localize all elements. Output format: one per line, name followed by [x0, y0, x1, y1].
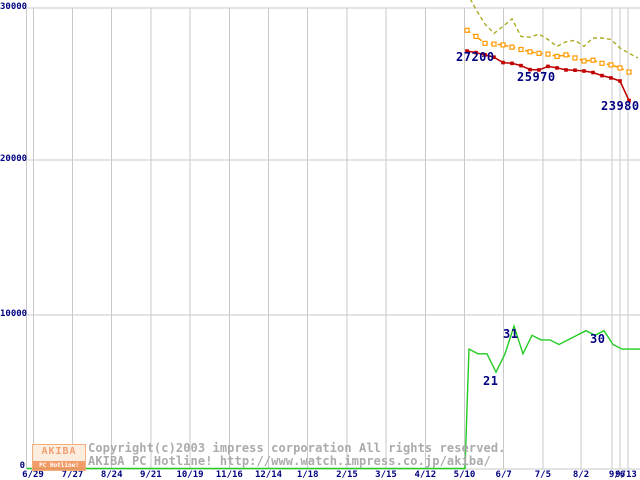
- y-axis-tick-30000: 30000: [0, 2, 28, 12]
- shops-end-label: 30: [590, 332, 606, 346]
- x-axis-tick-7-27: 7/27: [61, 470, 84, 480]
- middle-dashed-price-line-marker: [581, 58, 587, 64]
- price-end-label: 23980: [601, 99, 640, 113]
- shops-peak-label: 31: [503, 327, 519, 341]
- middle-dashed-price-line-marker: [554, 53, 560, 60]
- lowest-price-line-marker: [537, 68, 541, 72]
- x-axis-tick-9-13: 9/13: [615, 470, 637, 480]
- middle-dashed-price-line-marker: [491, 41, 497, 47]
- lowest-price-line-marker: [474, 50, 478, 55]
- middle-dashed-price-line-marker: [464, 27, 470, 33]
- middle-dashed-price-line-marker: [590, 57, 596, 63]
- lowest-price-line-marker: [483, 53, 487, 57]
- middle-dashed-price-line-marker: [563, 52, 569, 58]
- site-url-line: AKIBA PC Hotline! http://www.watch.impre…: [88, 454, 491, 468]
- x-axis-tick-1-18: 1/18: [296, 470, 319, 480]
- shop-count-line: [26, 323, 640, 470]
- lowest-price-line-marker: [492, 55, 496, 59]
- middle-dashed-price-line-marker: [473, 33, 479, 40]
- y-axis-tick-0: 0: [19, 461, 25, 471]
- x-axis-tick-4-12: 4/12: [414, 470, 437, 480]
- middle-dashed-price-line-marker: [500, 42, 506, 48]
- lowest-price-line-marker: [600, 73, 604, 78]
- x-axis-tick-8-2: 8/2: [572, 470, 590, 480]
- lowest-price-line-marker: [618, 79, 622, 83]
- lowest-price-line-marker: [582, 69, 586, 73]
- lowest-price-line-marker: [573, 68, 577, 73]
- lowest-price-line-marker: [510, 61, 514, 66]
- x-axis-tick-7-5: 7/5: [534, 470, 552, 480]
- x-axis-tick-11-16: 11/16: [215, 470, 243, 480]
- price-start-label: 27200: [456, 50, 495, 64]
- middle-dashed-price-line-marker: [536, 50, 542, 56]
- lowest-price-line-marker: [564, 68, 568, 72]
- lowest-price-line-marker: [528, 67, 532, 72]
- x-axis-tick-6-29: 6/29: [22, 470, 44, 480]
- middle-dashed-price-line-marker: [527, 49, 533, 55]
- copyright-line: Copyright(c)2003 impress corporation All…: [88, 441, 506, 455]
- logo-tagline: PC Hotline!: [33, 461, 85, 470]
- middle-dashed-price-line-marker: [545, 51, 551, 57]
- y-axis-tick-10000: 10000: [0, 309, 28, 319]
- x-axis-tick-9-6: 9/6: [608, 470, 626, 480]
- lowest-price-line-marker: [519, 63, 523, 68]
- x-axis-tick-3-15: 3/15: [375, 470, 397, 480]
- x-axis-tick-10-19: 10/19: [176, 470, 204, 480]
- lowest-price-line-marker: [591, 70, 595, 75]
- x-axis-tick-5-10: 5/10: [453, 470, 476, 480]
- middle-dashed-price-line-marker: [599, 60, 605, 66]
- lowest-price-line-marker: [465, 49, 469, 53]
- x-axis-tick-12-14: 12/14: [254, 470, 283, 480]
- middle-dashed-price-line-marker: [482, 40, 488, 46]
- middle-dashed-price-line-marker: [617, 65, 623, 71]
- x-axis-tick-6-7: 6/7: [495, 470, 512, 480]
- lowest-price-line-marker: [609, 76, 613, 80]
- middle-dashed-price-line-marker: [518, 46, 524, 53]
- x-axis-tick-2-15: 2/15: [336, 470, 358, 480]
- middle-dashed-price-line-marker: [626, 69, 632, 75]
- upper-dashed-price-line: [470, 0, 639, 59]
- middle-dashed-price-line-marker: [572, 55, 578, 61]
- price-mid-label: 25970: [517, 70, 556, 84]
- akiba-pc-hotline-logo: AKIBA PC Hotline!: [32, 444, 86, 471]
- middle-dashed-price-line-marker: [608, 62, 614, 68]
- lowest-price-line-marker: [627, 98, 631, 103]
- x-axis-tick-8-24: 8/24: [100, 470, 123, 480]
- lowest-price-line-marker: [501, 60, 505, 65]
- lowest-price-line-marker: [546, 64, 550, 69]
- lowest-price-line-marker: [555, 66, 559, 70]
- logo-title: AKIBA: [41, 446, 77, 457]
- shops-low-label: 21: [483, 374, 499, 388]
- x-axis-tick-9-21: 9/21: [140, 470, 162, 480]
- y-axis-tick-20000: 20000: [0, 154, 28, 164]
- middle-dashed-price-line-marker: [509, 44, 515, 50]
